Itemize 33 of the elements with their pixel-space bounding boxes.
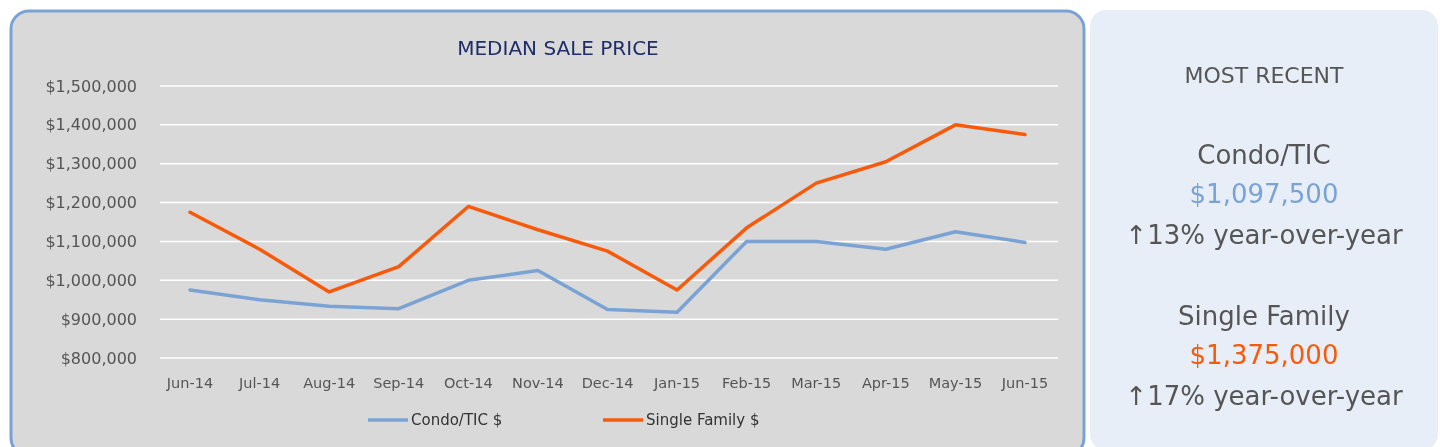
chart-title: MEDIAN SALE PRICE bbox=[457, 36, 659, 60]
legend-label: Single Family $ bbox=[646, 411, 760, 430]
x-tick-label: Jun-15 bbox=[1000, 375, 1049, 391]
line-series bbox=[188, 123, 1027, 294]
x-tick-label: Apr-15 bbox=[861, 375, 910, 391]
text: Single Family bbox=[1178, 301, 1350, 332]
x-tick-label: Aug-14 bbox=[303, 375, 356, 391]
y-tick-label: $1,100,000 bbox=[45, 232, 137, 252]
y-tick-label: $900,000 bbox=[60, 309, 137, 329]
y-tick-label: $1,400,000 bbox=[45, 115, 137, 135]
x-tick-label: Dec-14 bbox=[581, 375, 634, 391]
y-tick-label: $1,500,000 bbox=[45, 76, 137, 96]
line-series bbox=[188, 229, 1027, 314]
y-tick-label: $1,300,000 bbox=[45, 154, 137, 174]
x-tick-label: Jul-14 bbox=[237, 375, 281, 391]
text: Condo/TIC bbox=[1197, 140, 1331, 171]
text: $1,097,500 bbox=[1189, 179, 1339, 210]
y-tick-label: $800,000 bbox=[60, 348, 137, 368]
x-tick-label: Mar-15 bbox=[791, 375, 842, 391]
text: $1,375,000 bbox=[1189, 340, 1339, 371]
x-tick-label: Nov-14 bbox=[512, 375, 564, 391]
x-tick-label: Feb-15 bbox=[721, 375, 772, 391]
x-tick-label: Jun-14 bbox=[165, 375, 214, 391]
y-tick-label: $1,000,000 bbox=[45, 270, 137, 290]
x-tick-label: Jan-15 bbox=[653, 375, 701, 391]
text: ↑17% year-over-year bbox=[1125, 381, 1403, 412]
x-tick-label: May-15 bbox=[928, 375, 983, 391]
legend-label: Condo/TIC $ bbox=[411, 411, 503, 430]
y-tick-label: $1,200,000 bbox=[45, 193, 137, 213]
text: MOST RECENT bbox=[1184, 62, 1345, 88]
x-tick-label: Sep-14 bbox=[373, 375, 425, 391]
text: ↑13% year-over-year bbox=[1125, 220, 1403, 251]
x-tick-label: Oct-14 bbox=[443, 375, 493, 391]
